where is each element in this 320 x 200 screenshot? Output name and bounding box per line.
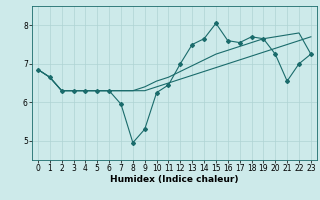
X-axis label: Humidex (Indice chaleur): Humidex (Indice chaleur) [110,175,239,184]
